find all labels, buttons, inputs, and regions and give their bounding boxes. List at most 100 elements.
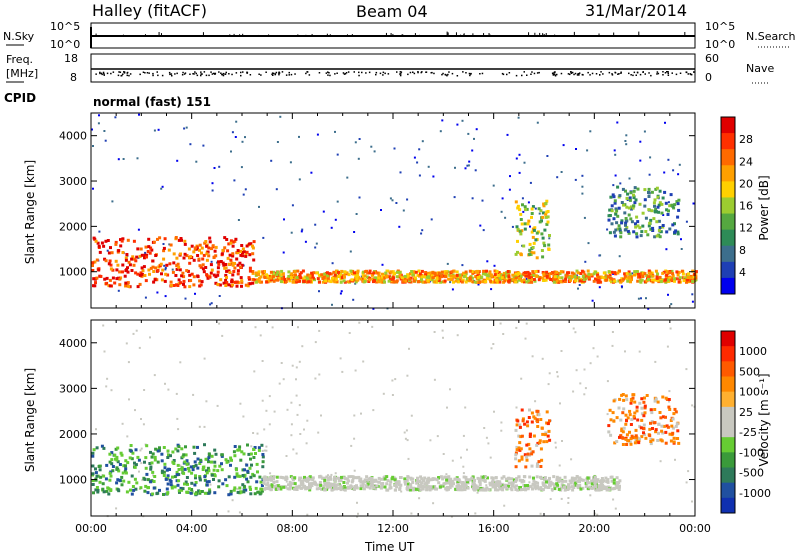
echo-cell [657, 228, 661, 232]
echo-cell [578, 480, 581, 483]
echo-cell [395, 485, 399, 489]
nave-dot [671, 72, 673, 74]
echo-cell [125, 490, 129, 494]
echo-cell [363, 478, 367, 482]
echo-cell [298, 478, 301, 482]
echo-cell [379, 477, 383, 481]
echo-speckle [305, 442, 308, 445]
echo-cell [308, 475, 312, 479]
echo-speckle [522, 210, 525, 213]
echo-cell [146, 491, 150, 495]
echo-cell [196, 445, 199, 449]
echo-cell [638, 226, 642, 230]
echo-cell [662, 424, 666, 428]
echo-cell [649, 218, 653, 222]
echo-cell [242, 452, 246, 456]
nave-dot [183, 73, 186, 75]
echo-cell [459, 276, 463, 280]
echo-cell [229, 456, 233, 460]
echo-cell [333, 273, 337, 277]
echo-cell [657, 422, 661, 426]
echo-cell [666, 272, 670, 275]
echo-cell [111, 465, 115, 468]
echo-cell [524, 484, 527, 488]
echo-cell [210, 473, 214, 477]
echo-speckle [349, 250, 352, 253]
echo-speckle [461, 119, 464, 122]
nave-tick-low: 0 [705, 71, 712, 84]
nave-dot [578, 72, 581, 74]
echo-cell [423, 485, 426, 489]
echo-speckle [473, 137, 475, 140]
echo-cell [590, 479, 594, 483]
echo-cell [632, 204, 636, 208]
echo-speckle [209, 483, 212, 486]
echo-cell [489, 279, 493, 283]
echo-cell [446, 486, 450, 490]
echo-cell [309, 277, 313, 281]
echo-speckle [674, 458, 676, 461]
nave-dot [617, 73, 619, 75]
echo-cell [351, 475, 355, 479]
echo-cell [236, 251, 240, 255]
echo-cell [536, 481, 540, 485]
echo-cell [104, 282, 108, 286]
nave-dot [690, 73, 692, 76]
nave-dot [246, 71, 248, 74]
y-tick-label: 4000 [59, 130, 87, 143]
echo-speckle [579, 382, 582, 385]
echo-cell [523, 222, 527, 226]
echo-cell [175, 267, 179, 271]
echo-cell [111, 469, 115, 473]
echo-cell [151, 452, 155, 456]
echo-cell [597, 275, 601, 279]
echo-cell [644, 230, 648, 233]
echo-cell [545, 272, 548, 276]
echo-cell [236, 263, 240, 267]
echo-speckle [649, 156, 652, 159]
echo-cell [296, 269, 300, 273]
nave-dot [573, 73, 575, 76]
echo-cell [383, 280, 386, 284]
echo-speckle [358, 196, 361, 199]
echo-cell [430, 487, 434, 491]
echo-cell [652, 201, 656, 205]
echo-cell [625, 443, 629, 446]
echo-cell [622, 203, 625, 207]
echo-cell [452, 269, 456, 273]
echo-cell [217, 262, 221, 266]
echo-cell [293, 270, 297, 274]
nave-dot [106, 72, 109, 75]
echo-cell [202, 253, 206, 257]
echo-cell [454, 487, 458, 491]
echo-cell [394, 483, 397, 487]
echo-speckle [91, 128, 93, 131]
nave-dot [375, 71, 378, 74]
echo-cell [255, 462, 259, 466]
echo-cell [656, 272, 659, 276]
echo-cell [556, 483, 560, 487]
echo-speckle [464, 167, 467, 170]
echo-cell [426, 278, 430, 282]
nave-dot [128, 74, 130, 77]
echo-cell [534, 480, 538, 484]
echo-cell [166, 482, 170, 486]
echo-cell [525, 420, 529, 424]
echo-speckle [179, 464, 182, 467]
echo-cell [259, 487, 263, 491]
echo-cell [177, 265, 181, 269]
echo-cell [485, 277, 489, 280]
echo-cell [224, 458, 228, 462]
echo-cell [139, 486, 143, 490]
echo-cell [517, 434, 521, 438]
echo-speckle [371, 325, 374, 328]
echo-cell [519, 488, 523, 492]
echo-cell [170, 486, 174, 490]
echo-cell [665, 273, 669, 277]
echo-cell [576, 271, 580, 275]
echo-cell [149, 450, 152, 454]
echo-cell [335, 269, 338, 273]
echo-cell [516, 239, 519, 243]
nave-dot [242, 71, 244, 73]
nave-dot [345, 72, 348, 74]
